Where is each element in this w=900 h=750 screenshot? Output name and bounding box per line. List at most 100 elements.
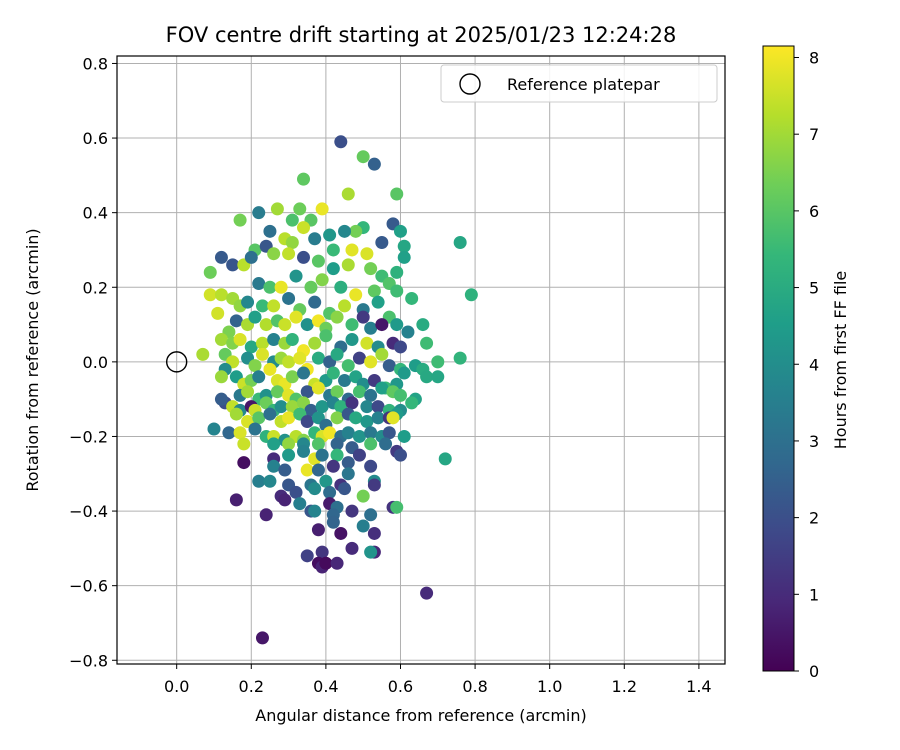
- scatter-point: [300, 463, 314, 477]
- scatter-point: [405, 291, 419, 305]
- scatter-point: [345, 243, 359, 257]
- scatter-point: [330, 437, 344, 451]
- scatter-point: [379, 437, 393, 451]
- scatter-point: [308, 504, 322, 518]
- scatter-point: [338, 374, 352, 388]
- reference-marker: [165, 351, 188, 373]
- scatter-point: [375, 347, 389, 361]
- scatter-point: [364, 321, 378, 335]
- scatter-point: [211, 306, 225, 320]
- scatter-point: [207, 422, 221, 436]
- scatter-point: [431, 370, 445, 384]
- colorbar-tick-label: 1: [809, 585, 819, 604]
- colorbar-tick-label: 2: [809, 509, 819, 528]
- scatter-point: [285, 370, 299, 384]
- scatter-point: [311, 523, 325, 537]
- scatter-point: [282, 247, 296, 261]
- scatter-point: [289, 485, 303, 499]
- y-tick-label: 0.2: [83, 278, 108, 297]
- scatter-point: [345, 318, 359, 332]
- scatter-point: [282, 448, 296, 462]
- scatter-point: [252, 206, 266, 220]
- chart-title: FOV centre drift starting at 2025/01/23 …: [166, 23, 677, 47]
- scatter-point: [401, 325, 415, 339]
- scatter-point: [367, 284, 381, 298]
- scatter-point: [352, 448, 366, 462]
- plot-frame: [116, 55, 726, 665]
- x-axis-label: Angular distance from reference (arcmin): [255, 706, 586, 725]
- scatter-point: [356, 310, 370, 324]
- scatter-point: [352, 429, 366, 443]
- scatter-point: [233, 426, 247, 440]
- y-tick-label: −0.2: [69, 427, 108, 446]
- scatter-point: [263, 224, 277, 238]
- scatter-point: [315, 273, 329, 287]
- scatter-point: [263, 474, 277, 488]
- scatter-point: [390, 265, 404, 279]
- scatter-point: [214, 288, 228, 302]
- gridlines: [117, 56, 725, 664]
- scatter-point: [375, 381, 389, 395]
- scatter-point: [315, 400, 329, 414]
- scatter-point: [393, 340, 407, 354]
- scatter-point: [244, 250, 258, 264]
- scatter-point: [330, 448, 344, 462]
- scatter-point: [382, 426, 396, 440]
- scatter-point: [382, 359, 396, 373]
- scatter-point: [300, 318, 314, 332]
- scatter-point: [214, 370, 228, 384]
- scatter-point: [364, 388, 378, 402]
- y-ticks: 0.8 0.6 0.4 0.2 0.0 −0.2 −0.4 −0.6 −0.8: [69, 54, 117, 670]
- scatter-point: [364, 426, 378, 440]
- scatter-point: [282, 355, 296, 369]
- scatter-point: [248, 310, 262, 324]
- scatter-point: [420, 586, 434, 600]
- scatter-point: [334, 526, 348, 540]
- scatter-point: [278, 493, 292, 507]
- y-tick-label: −0.6: [69, 577, 108, 596]
- scatter-point: [397, 429, 411, 443]
- scatter-point: [397, 366, 411, 380]
- scatter-point: [364, 459, 378, 473]
- scatter-point: [282, 291, 296, 305]
- scatter-point: [330, 310, 344, 324]
- scatter-point: [252, 474, 266, 488]
- scatter-point: [416, 318, 430, 332]
- scatter-point: [311, 254, 325, 268]
- scatter-point: [300, 549, 314, 563]
- scatter-point: [267, 247, 281, 261]
- scatter-point: [364, 545, 378, 559]
- scatter-point: [263, 362, 277, 376]
- scatter-point: [304, 280, 318, 294]
- scatter-point: [338, 482, 352, 496]
- scatter-point: [390, 187, 404, 201]
- scatter-point: [352, 385, 366, 399]
- scatter-point: [390, 500, 404, 514]
- scatter-point: [278, 318, 292, 332]
- scatter-point: [203, 265, 217, 279]
- scatter-point: [252, 411, 266, 425]
- scatter-point: [386, 411, 400, 425]
- legend-marker-open-circle: [459, 73, 481, 95]
- scatter-point: [371, 295, 385, 309]
- scatter-point: [356, 150, 370, 164]
- scatter-point: [393, 388, 407, 402]
- scatter-point: [330, 347, 344, 361]
- colorbar-tick-label: 7: [809, 125, 819, 144]
- scatter-point: [270, 202, 284, 216]
- scatter-point: [308, 232, 322, 246]
- colorbar-label: Hours from first FF file: [831, 271, 850, 450]
- scatter-point: [367, 526, 381, 540]
- scatter-point: [330, 411, 344, 425]
- scatter-point: [431, 355, 445, 369]
- scatter-point: [367, 157, 381, 171]
- scatter-point: [326, 262, 340, 276]
- scatter-point: [438, 452, 452, 466]
- scatter-point: [297, 366, 311, 380]
- scatter-point: [267, 437, 281, 451]
- scatter-point: [345, 541, 359, 555]
- scatter-point: [371, 411, 385, 425]
- scatter-point: [311, 351, 325, 365]
- scatter-point: [315, 448, 329, 462]
- scatter-point: [297, 444, 311, 458]
